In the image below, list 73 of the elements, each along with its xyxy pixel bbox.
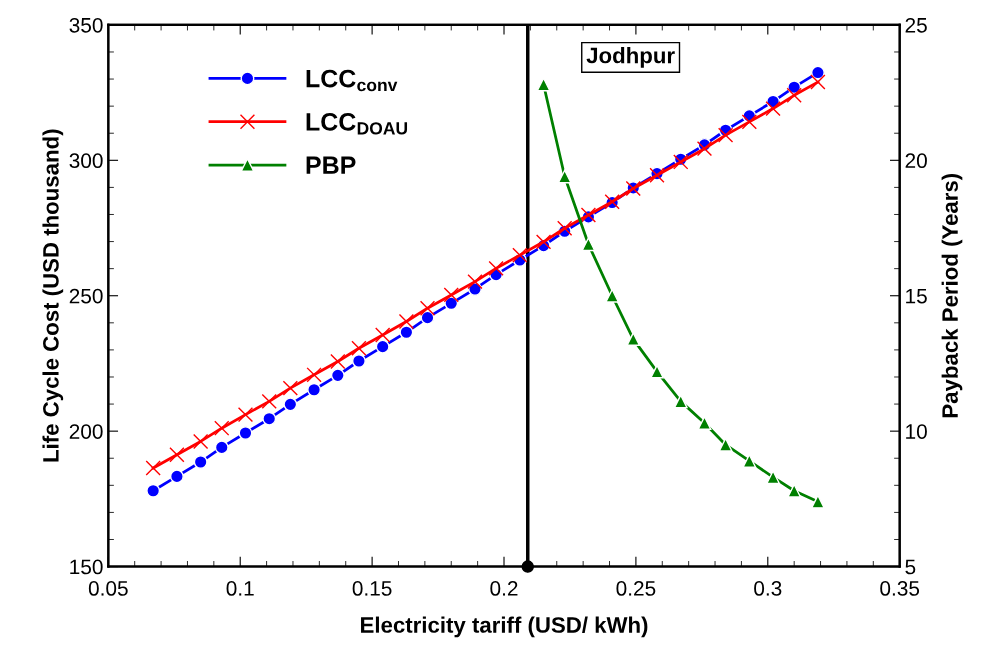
point [399, 325, 414, 340]
point [605, 288, 620, 303]
point [169, 469, 184, 484]
legend-label: PBP [306, 156, 356, 174]
point [536, 77, 551, 92]
point [420, 310, 435, 325]
point [488, 260, 504, 277]
point [214, 420, 230, 436]
point [741, 114, 757, 130]
point [283, 397, 298, 412]
point [557, 220, 573, 236]
y-tick-label: 300 [69, 153, 103, 169]
point [398, 313, 415, 330]
point [786, 87, 802, 103]
point [650, 364, 664, 379]
point [238, 426, 253, 440]
point [282, 380, 298, 396]
point [810, 74, 826, 90]
annotation: Jodhpur [586, 47, 675, 68]
point [717, 127, 734, 143]
point [169, 447, 185, 463]
point [306, 367, 322, 383]
legend-label: LCC$_{DOAU}$ [306, 112, 408, 135]
y-tick-label: 350 [69, 17, 103, 33]
point [696, 141, 713, 157]
point [765, 100, 781, 117]
point [419, 300, 436, 316]
point [443, 287, 459, 303]
x-tick-label: 0.1 [226, 581, 254, 596]
y-axis-title: Life Cycle Cost (USD thousand) [42, 129, 64, 462]
point [742, 454, 757, 468]
x-tick-label: 0.25 [616, 581, 656, 596]
point [262, 411, 277, 426]
point [330, 353, 346, 370]
y2-tick-label: 20 [905, 153, 927, 169]
point [261, 393, 277, 410]
point [214, 440, 229, 455]
y-tick-label: 200 [69, 424, 103, 439]
point [375, 339, 390, 354]
point [697, 416, 712, 430]
point [557, 169, 572, 184]
point [673, 394, 688, 409]
point [375, 327, 391, 343]
point [351, 340, 367, 356]
point [535, 234, 552, 250]
point [330, 368, 345, 383]
x-tick-label: 0.35 [880, 581, 920, 596]
y-tick-label: 250 [69, 288, 103, 304]
point [626, 332, 641, 347]
x-axis-title: Electricity tariff (USD/ kWh) [361, 616, 648, 638]
point [145, 460, 161, 476]
point [351, 354, 366, 368]
point [237, 406, 254, 423]
point [512, 247, 528, 263]
x-tick-label: 0.3 [754, 581, 782, 596]
point [581, 237, 596, 252]
y2-axis-title: Payback Period (Years) [941, 173, 963, 418]
y2-tick-label: 25 [905, 17, 927, 33]
point [810, 65, 825, 80]
point [193, 433, 209, 450]
y2-tick-label: 15 [906, 288, 927, 304]
x-tick-label: 0.2 [490, 581, 518, 596]
y-tick-label: 150 [70, 559, 103, 575]
point [193, 455, 208, 469]
point [467, 274, 483, 290]
legend-label: LCC$_{conv}$ [306, 69, 398, 92]
y2-tick-label: 5 [905, 559, 916, 575]
x-tick-label: 0.15 [352, 581, 392, 596]
point [766, 470, 781, 485]
y2-tick-label: 10 [906, 424, 927, 439]
point [146, 483, 161, 498]
point [307, 382, 322, 397]
x-tick-label: 0.05 [88, 581, 128, 596]
